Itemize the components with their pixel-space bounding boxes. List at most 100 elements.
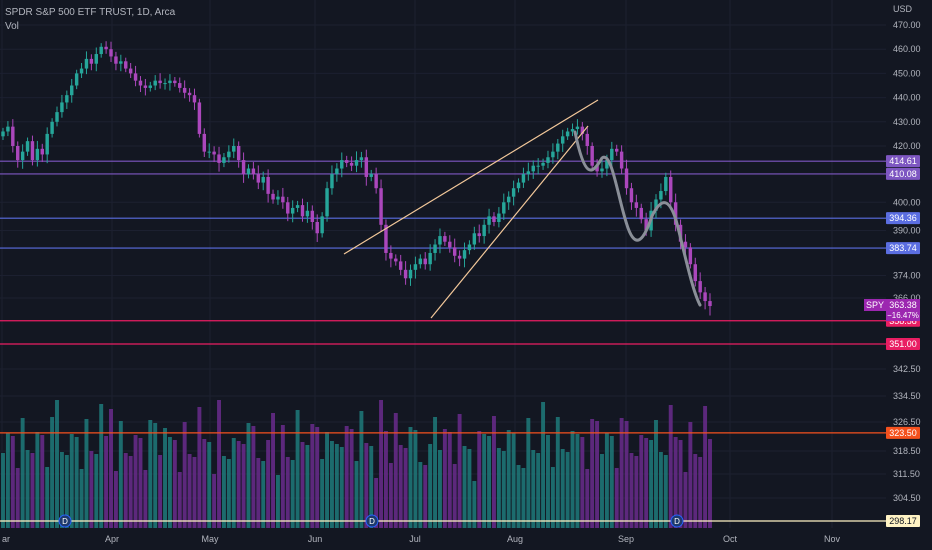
candle-body [644, 219, 648, 231]
volume-bar [167, 437, 172, 528]
volume-bar [595, 421, 600, 528]
x-axis-label: Sep [618, 534, 634, 544]
level-price-label: 383.74 [889, 243, 917, 253]
candle-body [40, 148, 44, 155]
candle-body [452, 247, 457, 256]
candle-body [266, 176, 270, 194]
candle-body [261, 176, 265, 183]
candle-body [212, 151, 216, 155]
volume-bar [398, 445, 403, 528]
volume-bar [546, 435, 550, 528]
symbol-tag-label: SPY [866, 300, 884, 310]
volume-bar [585, 469, 590, 528]
y-axis-tick-label: 342.50 [893, 364, 921, 374]
volume-bar [231, 438, 236, 528]
volume-bar [487, 436, 492, 528]
volume-bar [654, 420, 658, 528]
candle-body [614, 148, 619, 152]
volume-bar [266, 440, 271, 528]
candle-body [565, 131, 570, 137]
volume-bar [241, 444, 246, 528]
candle-body [74, 73, 79, 86]
volume-bar [30, 453, 35, 528]
candle-body [148, 85, 153, 88]
volume-bar [236, 441, 241, 528]
candle-body [472, 233, 477, 245]
volume-bar [590, 419, 595, 528]
volume-bar [629, 453, 634, 528]
volume-bar [614, 468, 619, 528]
volume-bar [50, 417, 55, 528]
candle-body [45, 133, 49, 155]
volume-bar [79, 469, 84, 528]
volume-bar [202, 439, 207, 528]
candle-body [241, 160, 246, 175]
volume-bar [383, 431, 388, 528]
volume-bar [413, 430, 418, 528]
candle-body [153, 80, 157, 86]
volume-bar [575, 434, 580, 528]
volume-bar [325, 432, 330, 528]
volume-bar [329, 441, 334, 528]
volume-bar [118, 421, 123, 528]
candle-body [251, 168, 256, 175]
y-axis-tick-label: 460.00 [893, 44, 921, 54]
y-axis-tick-label: 311.50 [893, 469, 920, 479]
candle-body [281, 196, 285, 203]
volume-bar [708, 439, 712, 528]
level-price-tag [886, 242, 920, 255]
candle-body [335, 168, 339, 175]
volume-bar [688, 422, 693, 528]
volume-bar [275, 475, 280, 528]
volume-bar [15, 468, 20, 528]
volume-bar [604, 433, 609, 528]
candle-body [246, 168, 251, 175]
candle-body [664, 176, 668, 192]
volume-bar [447, 432, 452, 528]
candle-body [271, 193, 275, 200]
candle-body [428, 252, 432, 265]
candle-body [467, 244, 472, 251]
candle-body [119, 61, 123, 64]
candle-body [669, 176, 673, 203]
volume-bar [649, 440, 654, 528]
volume-bar [290, 460, 295, 528]
level-price-tag [886, 515, 920, 527]
level-price-label: 323.50 [889, 428, 917, 438]
volume-bar [541, 402, 546, 528]
volume-bar [128, 456, 133, 528]
volume-bar [433, 417, 438, 528]
volume-bar [217, 400, 221, 528]
volume-bar [256, 458, 261, 528]
candle-body [413, 264, 418, 270]
candle-body [482, 224, 486, 237]
volume-bar [536, 453, 541, 528]
candle-body [384, 224, 388, 253]
candle-body [398, 261, 403, 270]
candle-body [133, 73, 138, 81]
x-axis-label: Apr [105, 534, 119, 544]
volume-bar [94, 454, 99, 528]
candle-body [25, 141, 30, 152]
volume-bar [565, 452, 570, 528]
volume-bar [600, 454, 604, 528]
candle-body [693, 264, 697, 282]
candle-body [128, 68, 133, 74]
candle-body [310, 210, 315, 222]
x-axis-label: Aug [507, 534, 523, 544]
volume-bar [69, 434, 74, 528]
volume-bar [452, 464, 457, 528]
candle-body [506, 196, 511, 203]
level-price-label: 394.36 [889, 213, 917, 223]
volume-bar [74, 437, 79, 528]
candle-body [698, 281, 702, 293]
y-axis-tick-label: 326.50 [893, 417, 921, 427]
volume-bar [133, 435, 138, 528]
volume-bar [35, 432, 40, 528]
candle-body [629, 188, 634, 203]
candle-body [595, 165, 599, 172]
candle-body [109, 49, 113, 57]
volume-bar [570, 431, 575, 528]
last-price-tag [886, 299, 920, 321]
